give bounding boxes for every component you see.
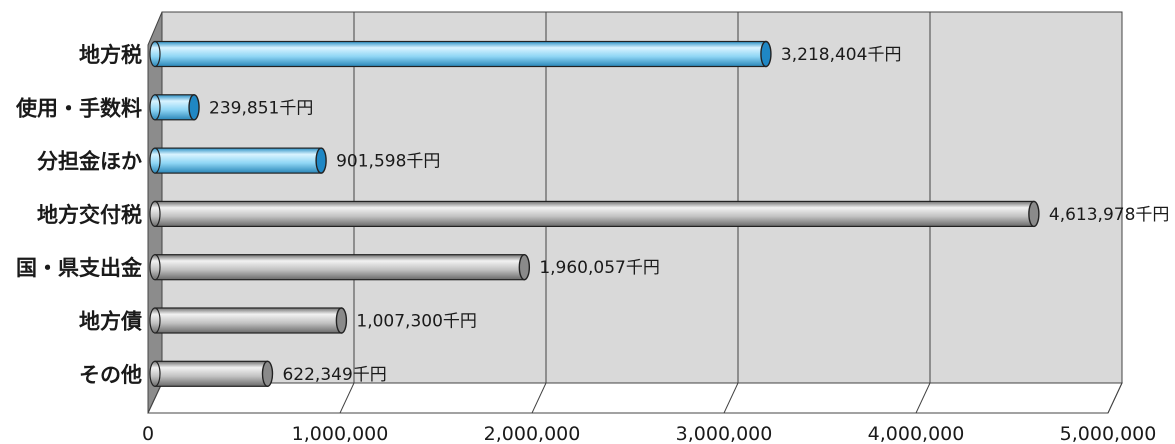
bar — [149, 40, 772, 68]
bar — [149, 307, 348, 334]
bar-body — [154, 147, 322, 174]
bar — [149, 360, 274, 387]
x-tick-label: 0 — [142, 423, 154, 444]
x-tick-label: 3,000,000 — [676, 423, 773, 444]
bar-body — [154, 360, 269, 387]
category-label: 地方債 — [79, 310, 142, 334]
bar-right-cap — [335, 307, 348, 334]
bar-right-cap — [188, 94, 200, 121]
floor — [147, 382, 1123, 414]
floor-gridline — [915, 382, 931, 414]
bar-left-cap — [149, 94, 161, 121]
gridlines — [147, 12, 1123, 414]
bar — [149, 254, 531, 281]
bar-left-cap — [149, 254, 161, 281]
bar-body — [154, 307, 343, 334]
bar-right-cap — [1028, 200, 1040, 228]
category-label: 分担金ほか — [37, 150, 142, 174]
x-tick-label: 4,000,000 — [868, 423, 965, 444]
bar-body — [154, 40, 767, 68]
category-label: 国・県支出金 — [16, 256, 143, 280]
x-tick-label: 5,000,000 — [1060, 423, 1157, 444]
data-label: 901,598千円 — [336, 152, 440, 172]
bar-left-cap — [149, 147, 161, 174]
floor-gridline — [1107, 382, 1123, 414]
bar-right-cap — [261, 360, 274, 387]
floor-gridline — [723, 382, 739, 414]
bar-body — [154, 254, 525, 281]
data-label: 239,851千円 — [209, 98, 313, 118]
floor-gridline — [339, 382, 355, 414]
data-label: 4,613,978千円 — [1049, 205, 1170, 225]
bar-left-cap — [149, 40, 161, 68]
bar-right-cap — [518, 254, 531, 281]
x-axis-tick-labels: 0 1,000,000 2,000,000 3,000,000 4,000,000 5,0… — [142, 423, 1156, 444]
bar-body — [154, 94, 195, 121]
bar — [149, 200, 1040, 228]
category-label: 地方税 — [79, 43, 142, 67]
bar-right-cap — [760, 40, 772, 68]
floor-gridline — [147, 382, 163, 414]
data-label: 3,218,404千円 — [781, 45, 902, 65]
category-label: 使用・手数料 — [15, 96, 142, 120]
bar — [149, 94, 200, 121]
bar-body — [154, 200, 1035, 227]
data-label: 1,960,057千円 — [539, 258, 660, 278]
bar-left-cap — [149, 360, 161, 387]
bars — [149, 40, 1040, 387]
floor-gridline — [531, 382, 547, 414]
bar-left-cap — [149, 200, 161, 227]
bar — [149, 147, 327, 174]
x-tick-label: 1,000,000 — [292, 423, 389, 444]
category-label: 地方交付税 — [37, 203, 142, 227]
data-label: 1,007,300千円 — [356, 312, 477, 332]
x-tick-label: 2,000,000 — [484, 423, 581, 444]
bar-left-cap — [149, 307, 161, 334]
bar-right-cap — [315, 147, 327, 174]
data-labels: 3,218,404千円 239,851千円 901,598千円 4,613,978千円… — [209, 45, 1169, 385]
category-label: その他 — [79, 363, 142, 387]
data-label: 622,349千円 — [282, 365, 386, 385]
